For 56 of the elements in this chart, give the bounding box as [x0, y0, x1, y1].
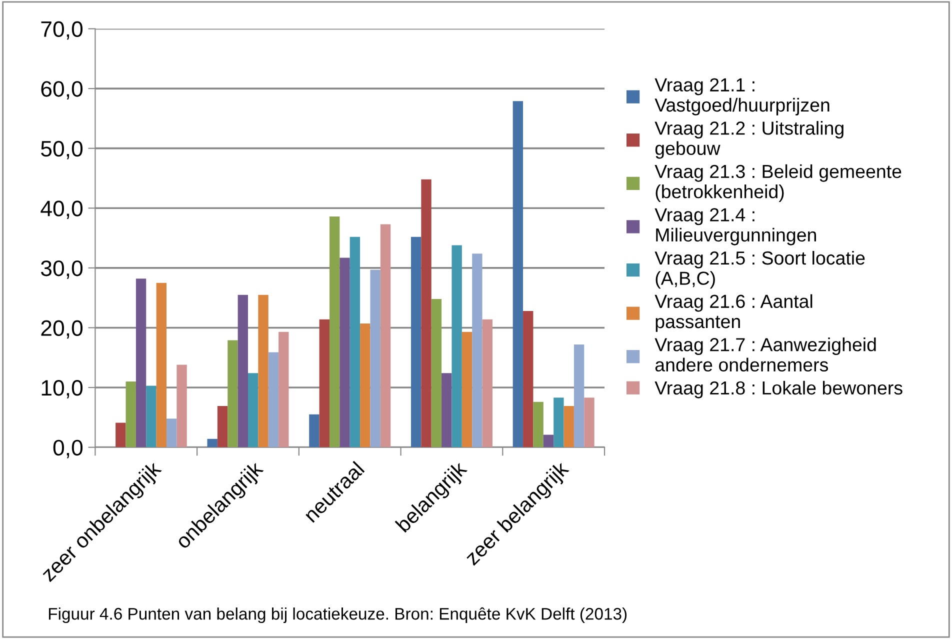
bar: [126, 382, 136, 448]
bar: [136, 278, 146, 448]
y-tick-label: 0,0: [53, 440, 83, 458]
bar: [554, 398, 564, 448]
y-tick-label: 70,0: [41, 21, 83, 40]
bar: [116, 422, 126, 448]
bar: [146, 386, 156, 448]
bar: [431, 299, 442, 448]
bar: [309, 414, 320, 448]
bar: [512, 101, 524, 448]
bar: [584, 398, 594, 448]
bar: [523, 310, 534, 448]
bar: [564, 406, 574, 448]
bar: [380, 224, 391, 448]
bar: [248, 373, 258, 448]
text: Figuur 4.6 Punten van belang bij locatiekeuze. Bron: Enquête KvK Delft (2013): [48, 607, 627, 624]
legend-label: Vraag 21.1 : Vastgoed/huurprijzen: [654, 78, 830, 116]
y-tick-label: 20,0: [41, 320, 83, 339]
bar: [370, 270, 380, 448]
bar: [207, 438, 218, 448]
legend-label: Vraag 21.6 : Aantal passanten: [654, 294, 812, 332]
bar: [340, 258, 350, 448]
bar: [156, 282, 167, 448]
bar: [574, 344, 584, 448]
bar: [421, 179, 432, 448]
bar: [442, 373, 452, 448]
bar: [452, 245, 462, 448]
bar: [472, 254, 482, 448]
bar: [268, 352, 279, 448]
bar: [278, 332, 289, 448]
bar: [166, 418, 177, 448]
legend-label: Vraag 21.8 : Lokale bewoners: [654, 380, 902, 398]
bar: [410, 236, 422, 448]
legend-label: Vraag 21.4 : Milieuvergunningen: [654, 208, 816, 246]
bar: [176, 364, 187, 448]
legend-label: Vraag 21.2 : Uitstraling gebouw: [654, 121, 844, 159]
bar: [217, 406, 228, 448]
legend-label: Vraag 21.3 : Beleid gemeente (betrokkenheid): [654, 164, 902, 202]
y-tick-label: 10,0: [42, 380, 83, 398]
bar: [319, 319, 330, 448]
bar: [360, 324, 370, 448]
bar: [462, 332, 472, 448]
bar: [238, 294, 248, 448]
y-tick-label: 60,0: [41, 81, 83, 100]
bar: [258, 294, 268, 448]
bar: [329, 216, 340, 448]
legend-label: Vraag 21.5 : Soort locatie (A,B,C): [654, 250, 865, 289]
legend-label: Vraag 21.7 : Aanwezigheid andere ondernemers: [654, 338, 876, 372]
y-tick-label: 30,0: [40, 260, 83, 279]
bar: [482, 319, 492, 448]
bar: [543, 434, 554, 448]
bar: [350, 236, 360, 448]
y-tick-label: 40,0: [40, 200, 83, 220]
y-tick-label: 50,0: [41, 140, 83, 160]
bar: [533, 402, 544, 448]
bar: [228, 340, 238, 448]
